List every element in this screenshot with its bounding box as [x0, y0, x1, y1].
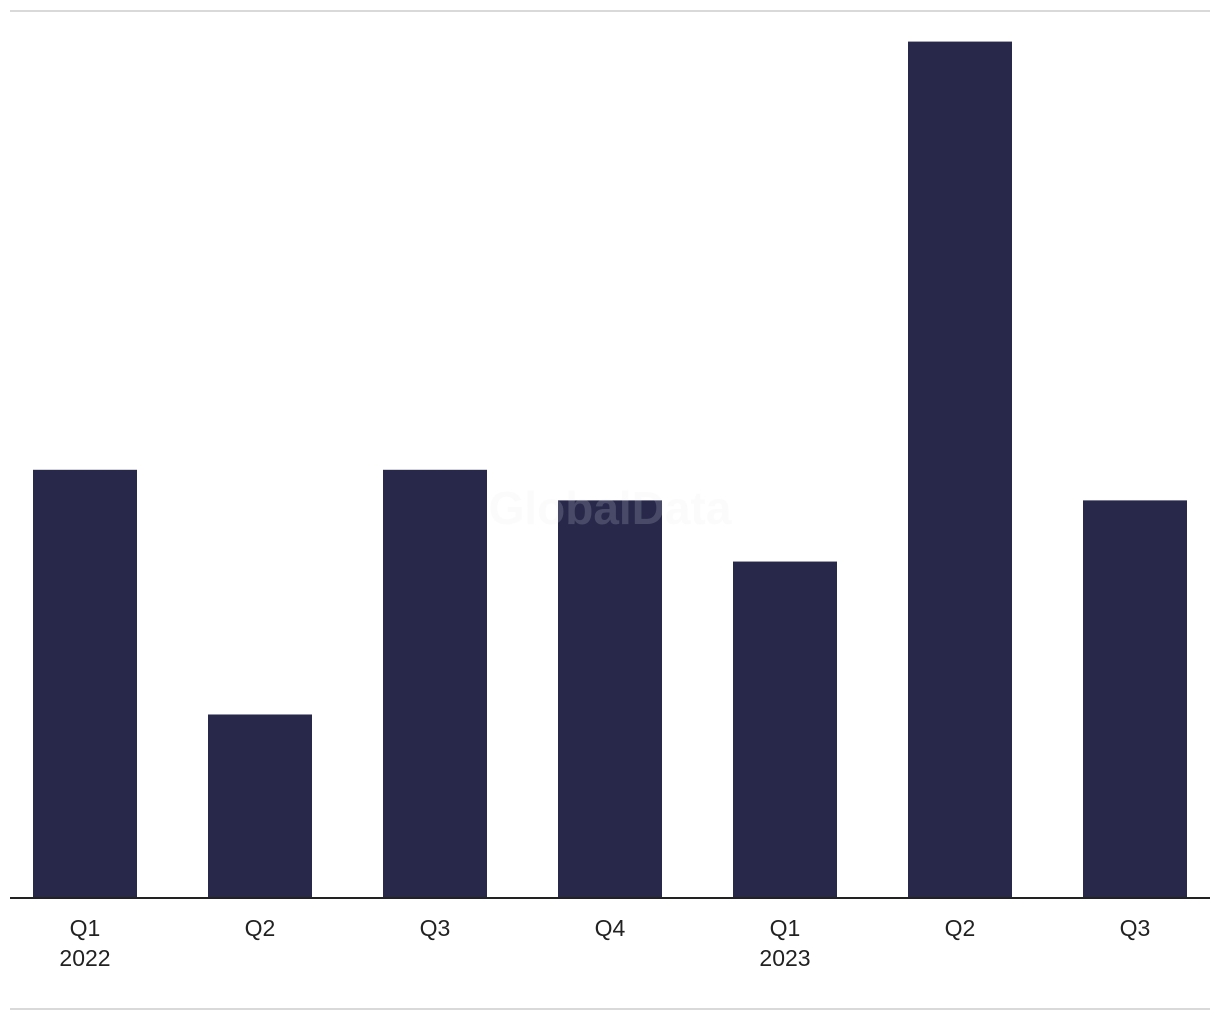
x-tick-label: Q1 [770, 915, 801, 941]
watermark: GlobalData [489, 482, 732, 534]
bar [558, 500, 662, 898]
bar [733, 561, 837, 898]
x-tick-year: 2023 [759, 945, 810, 971]
bar [383, 469, 487, 898]
x-tick-label: Q1 [70, 915, 101, 941]
x-tick-label: Q2 [245, 915, 276, 941]
bar [908, 41, 1012, 899]
x-tick-label: Q3 [1120, 915, 1151, 941]
bar [208, 714, 312, 898]
x-tick-year: 2022 [59, 945, 110, 971]
x-tick-label: Q2 [945, 915, 976, 941]
bar [1083, 500, 1187, 898]
x-tick-label: Q4 [595, 915, 626, 941]
bar [33, 469, 137, 898]
x-tick-label: Q3 [420, 915, 451, 941]
